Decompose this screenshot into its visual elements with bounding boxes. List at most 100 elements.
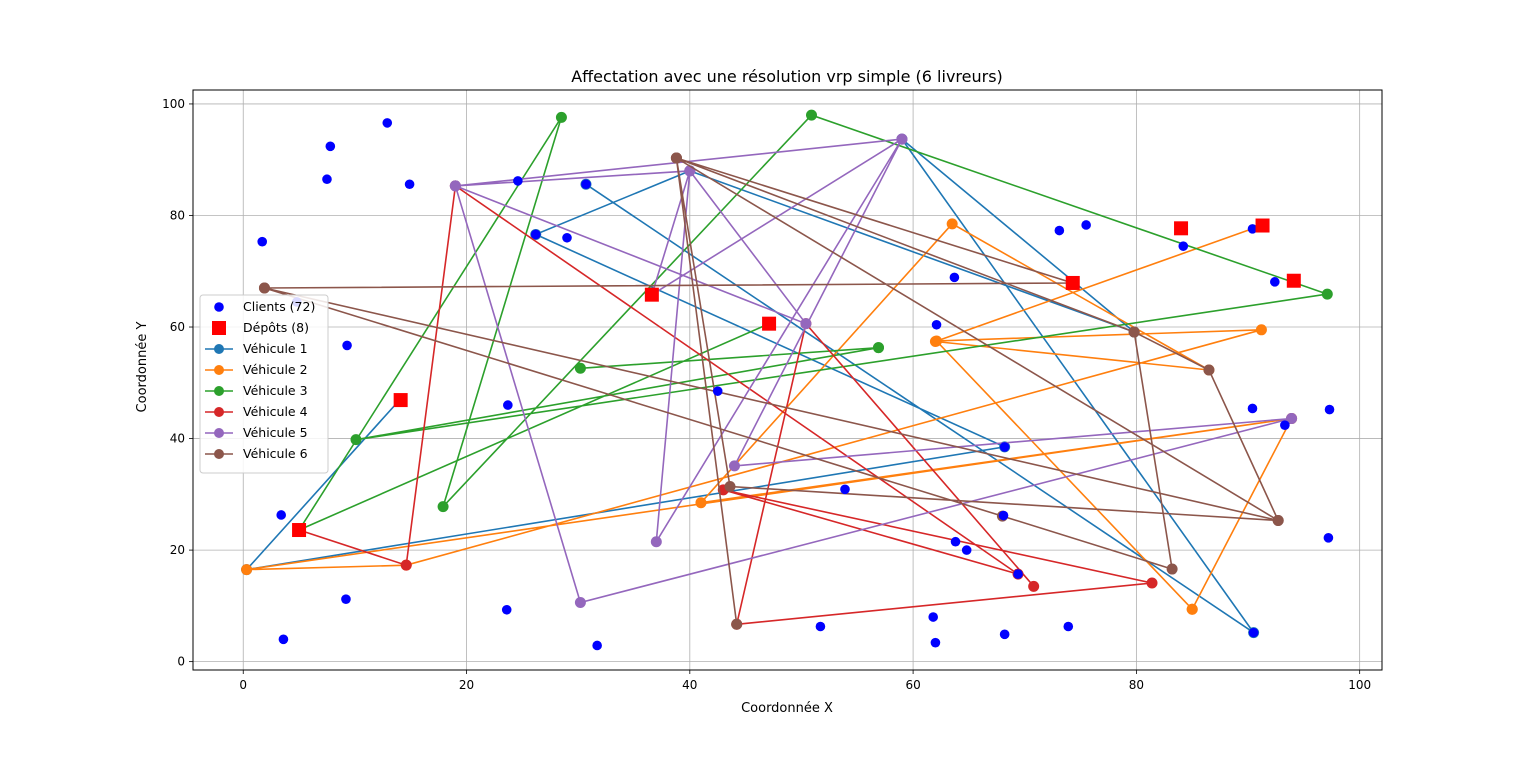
route-stop-point [400, 559, 412, 571]
depot-marker [644, 287, 659, 302]
client-point [840, 484, 850, 495]
client-point [1063, 621, 1074, 632]
client-point [949, 272, 960, 283]
axis-ticks: 0 20 40 60 80 100 0 20 40 60 80 100 [162, 97, 1371, 692]
client-point [1248, 627, 1259, 638]
client-point [325, 141, 336, 152]
legend-box [199, 294, 329, 474]
route-stop-point [258, 282, 270, 294]
depot-marker [1255, 218, 1270, 233]
route-stop-point [449, 180, 461, 192]
x-tick-label: 80 [1129, 678, 1144, 692]
legend-marker-vehicule-2 [214, 365, 224, 375]
route-stop-point [1128, 326, 1140, 338]
route-stop-point [437, 501, 449, 513]
client-point [712, 386, 723, 396]
y-tick-label: 80 [170, 208, 185, 222]
depot-marker [1174, 221, 1189, 236]
legend-client-marker [214, 302, 224, 312]
route-stop-point [929, 336, 941, 348]
route-stop-point [728, 460, 740, 472]
legend-label-depots: Dépôts (8) [243, 320, 309, 335]
route-stop-point [1028, 580, 1040, 592]
depot-markers [292, 218, 1301, 538]
route-stop-point [695, 497, 707, 509]
client-point [562, 232, 572, 243]
client-point [1013, 569, 1023, 579]
depot-marker [393, 393, 408, 408]
client-point [1270, 277, 1280, 287]
route-stop-point [555, 111, 567, 123]
route-stop-point [1255, 324, 1267, 336]
route-stop-point [241, 564, 253, 576]
client-point [961, 545, 972, 555]
y-tick-label: 60 [170, 320, 185, 334]
legend-label-vehicule-3: Véhicule 3 [243, 383, 308, 398]
client-point [999, 442, 1010, 452]
route-stop-point [872, 342, 884, 354]
client-point [513, 176, 523, 186]
depot-marker [1065, 275, 1080, 290]
legend-label-vehicule-2: Véhicule 2 [243, 362, 308, 377]
x-tick-label: 20 [459, 678, 474, 692]
route-stop-point [800, 318, 812, 330]
legend: Clients (72) Dépôts (8) Véhicule 1 Véhicule… [199, 294, 329, 474]
depot-marker [292, 523, 307, 538]
client-point [815, 621, 826, 632]
plot-area-frame [192, 89, 1383, 671]
route-stop-point [350, 434, 362, 446]
client-point [1081, 220, 1091, 230]
y-tick-label: 0 [177, 655, 185, 669]
route-stop-point [1286, 412, 1298, 424]
route-series [241, 109, 1333, 639]
client-point [928, 612, 938, 622]
route-stop-point [1321, 288, 1333, 300]
route-stop-point [1272, 515, 1284, 527]
legend-depot-marker [212, 321, 226, 335]
client-point [950, 536, 961, 547]
x-tick-label: 0 [239, 678, 247, 692]
y-axis-label: Coordonnée Y [135, 322, 150, 413]
client-point [1324, 404, 1335, 415]
client-point [1323, 533, 1334, 543]
route-stop-point [1203, 364, 1215, 376]
series-vehicule-5 [449, 133, 1298, 609]
client-point [581, 179, 591, 190]
client-point [322, 174, 332, 185]
chart-title: Affectation avec une résolution vrp simp… [571, 67, 1003, 86]
client-point [1178, 241, 1189, 251]
route-stop-point [574, 597, 586, 609]
legend-marker-vehicule-1 [214, 344, 224, 354]
x-tick-label: 100 [1348, 678, 1371, 692]
client-point [382, 118, 393, 128]
x-tick-label: 60 [905, 678, 920, 692]
legend-label-vehicule-1: Véhicule 1 [243, 341, 308, 356]
client-point [530, 229, 541, 240]
depot-marker [762, 316, 777, 331]
route-stop-point [896, 133, 908, 145]
legend-label-vehicule-4: Véhicule 4 [243, 404, 308, 419]
x-axis-label: Coordonnée X [741, 701, 833, 716]
x-tick-label: 40 [682, 678, 697, 692]
y-tick-label: 20 [170, 543, 185, 557]
legend-marker-vehicule-6 [214, 449, 224, 459]
route-stop-point [1186, 603, 1198, 615]
client-point [999, 629, 1010, 640]
route-stop-point [684, 165, 696, 177]
client-point [1280, 420, 1290, 430]
client-point [1054, 225, 1065, 236]
series-vehicule-6 [258, 152, 1284, 630]
route-stop-point [650, 536, 662, 548]
client-point [503, 400, 513, 410]
route-stop-point [670, 152, 682, 164]
client-point [998, 510, 1009, 521]
route-stop-point [1166, 563, 1178, 575]
legend-label-vehicule-5: Véhicule 5 [243, 425, 308, 440]
client-point [1247, 224, 1258, 234]
client-point [342, 340, 352, 351]
client-point [257, 236, 268, 247]
client-point [276, 510, 286, 520]
client-point [930, 637, 941, 648]
